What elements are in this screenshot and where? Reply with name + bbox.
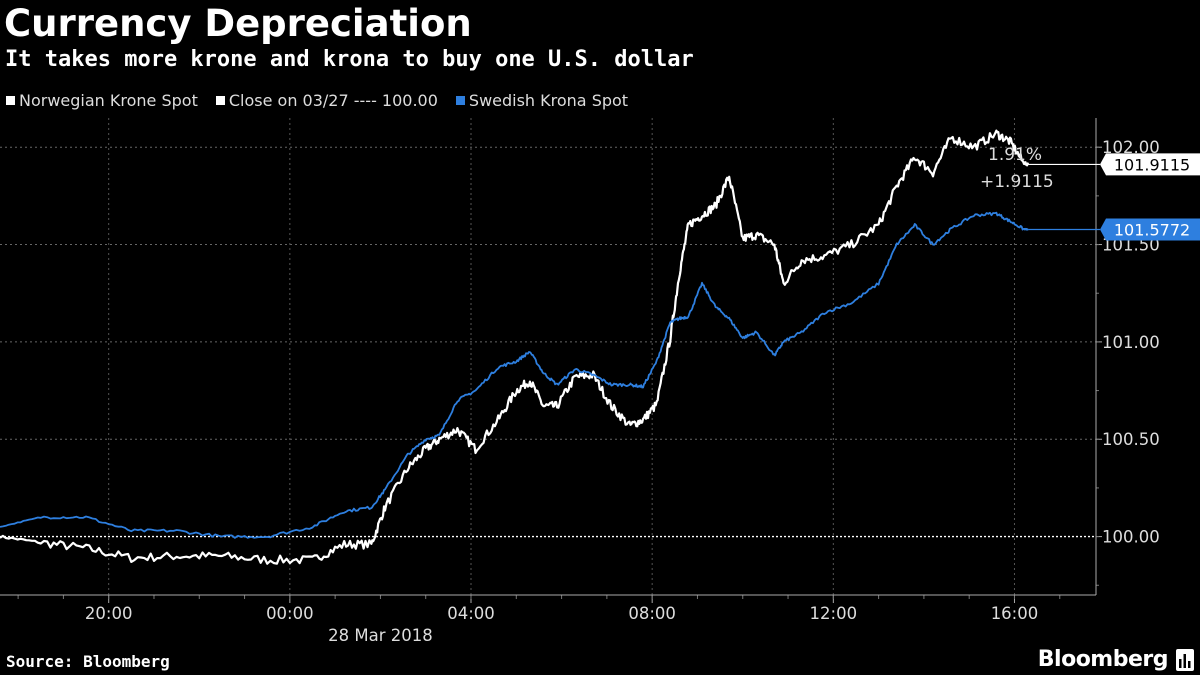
legend-label-nok: Norwegian Krone Spot (19, 91, 198, 110)
x-tick-label: 16:00 (991, 604, 1039, 623)
x-tick-label: 04:00 (447, 604, 495, 623)
x-date-label: 28 Mar 2018 (328, 626, 433, 645)
legend-swatch-sek (455, 96, 465, 105)
legend-item-sek[interactable]: Swedish Krona Spot (455, 91, 629, 110)
legend-swatch-close (215, 96, 225, 105)
series-line-norwegian-krone (0, 129, 1030, 565)
last-value-label-sek: 101.5772 (1114, 221, 1190, 240)
x-tick-label: 08:00 (628, 604, 676, 623)
brand-logo: Bloomberg (1037, 647, 1169, 672)
last-value-label-nok: 101.9115 (1114, 155, 1190, 174)
legend-label-close: Close on 03/27 ---- 100.00 (228, 91, 438, 110)
series-lines (0, 129, 1030, 565)
source-note: Source: Bloomberg (6, 652, 170, 671)
grid (0, 118, 1096, 595)
y-tick-label: 101.00 (1102, 333, 1160, 352)
last-value-tag (1100, 153, 1200, 176)
x-tick-label: 20:00 (85, 604, 133, 623)
page-title: Currency Depreciation (4, 2, 472, 45)
legend: Norwegian Krone Spot Close on 03/27 ----… (6, 91, 628, 110)
y-tick-label: 100.50 (1102, 430, 1160, 449)
pct-change-label: 1.91% (988, 145, 1042, 165)
abs-change-label: +1.9115 (980, 172, 1054, 192)
legend-swatch-nok (6, 96, 15, 105)
last-value-tag (1100, 218, 1200, 241)
legend-label-sek: Swedish Krona Spot (468, 91, 629, 110)
legend-item-nok[interactable]: Norwegian Krone Spot (6, 91, 198, 110)
x-tick-label: 00:00 (266, 604, 314, 623)
bloomberg-terminal-icon (1176, 649, 1194, 671)
x-tick-label: 12:00 (810, 604, 858, 623)
series-line-swedish-krona (0, 211, 1029, 539)
value-labels: 101.9115 101.5772 (1028, 153, 1200, 241)
change-annotation: 1.91% +1.9115 (980, 145, 1054, 192)
legend-item-close[interactable]: Close on 03/27 ---- 100.00 (215, 91, 438, 110)
page-subtitle: It takes more krone and krona to buy one… (5, 47, 694, 72)
y-tick-label: 102.00 (1102, 138, 1160, 157)
y-tick-label: 100.00 (1102, 528, 1160, 547)
